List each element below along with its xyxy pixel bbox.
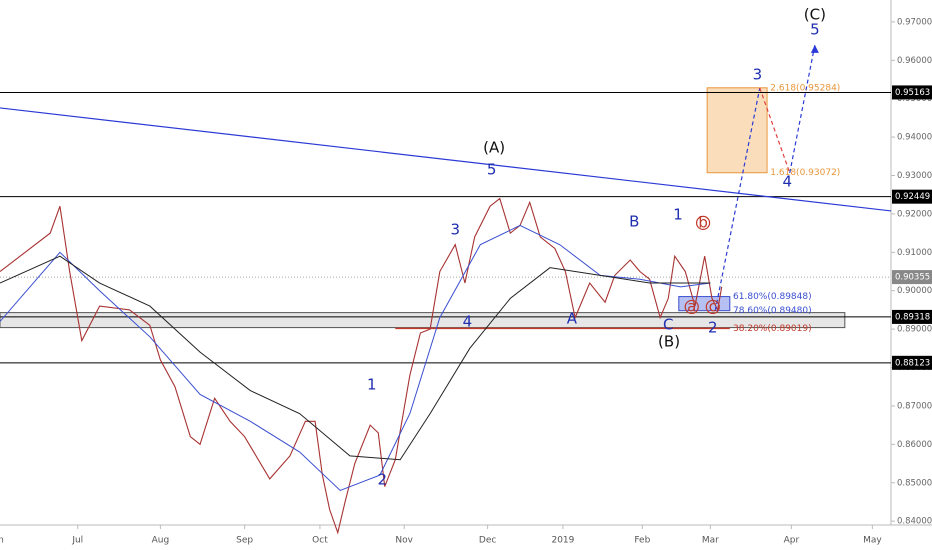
y-tick-label: 0.84000 <box>897 517 932 527</box>
wave-circle <box>705 299 720 315</box>
x-tick-label: Dec <box>479 536 496 546</box>
x-tick-label: Oct <box>312 536 328 546</box>
wave-label: B <box>629 212 639 230</box>
projection-arrow <box>810 44 819 53</box>
wave-label: 3 <box>753 65 763 83</box>
wave-label: 5 <box>810 20 820 38</box>
y-tick-label: 0.96000 <box>897 56 932 66</box>
wave-label: 5 <box>487 160 497 178</box>
target-zone <box>706 87 768 174</box>
x-tick-label: Feb <box>634 536 650 546</box>
fib-label: 1.618(0.93072) <box>770 168 840 178</box>
level-tag-label: 0.95163 <box>895 88 930 98</box>
wave-label: 3 <box>450 220 460 238</box>
projection-segment <box>789 44 816 173</box>
level-tag <box>892 309 932 324</box>
x-tick-label: Sep <box>236 536 253 546</box>
wave-label: 2 <box>708 318 718 336</box>
x-tick-label: Nov <box>395 536 413 546</box>
y-tick-label: 0.91000 <box>897 248 932 258</box>
x-tick-label: Jul <box>71 536 83 546</box>
wave-label: C <box>663 315 673 333</box>
level-tag-label: 0.89318 <box>895 312 930 322</box>
x-tick-label: 2019 <box>551 536 574 546</box>
projection-segment <box>759 87 791 174</box>
fib-label: 38.20%(0.89019) <box>733 324 812 334</box>
wave-label: A <box>567 309 578 327</box>
y-tick-label: 0.97000 <box>897 17 932 27</box>
fib-label: 78.60%(0.89480) <box>733 306 812 316</box>
wave-label: 4 <box>463 312 473 330</box>
wave-label: 2 <box>378 470 388 488</box>
y-tick-label: 0.89000 <box>897 325 932 335</box>
wave-label: a <box>687 297 696 315</box>
y-tick-label: 0.92000 <box>897 209 932 219</box>
y-tick-label: 0.94000 <box>897 133 932 143</box>
wave-label: 4 <box>783 172 793 190</box>
wave-label: (B) <box>658 332 680 350</box>
y-tick-label: 0.93000 <box>897 171 932 181</box>
level-tag <box>892 270 932 285</box>
level-tag <box>892 85 932 100</box>
wave-label: c <box>709 297 717 315</box>
wave-label: b <box>698 213 708 231</box>
support-zone <box>0 312 846 329</box>
wave-circle <box>684 299 699 315</box>
x-tick-label: Apr <box>784 536 800 546</box>
projection-segment <box>714 87 761 311</box>
trendline <box>0 107 892 212</box>
y-tick-label: 0.86000 <box>897 440 932 450</box>
wave-label: (C) <box>804 5 826 23</box>
y-tick-label: 0.90000 <box>897 286 932 296</box>
x-tick-label: May <box>863 536 882 546</box>
level-tag-label: 0.92449 <box>895 192 930 202</box>
x-tick-label: Mar <box>702 536 719 546</box>
x-tick-label: Jun <box>0 536 4 546</box>
price-line <box>0 197 723 535</box>
fib-label: 2.618(0.95284) <box>770 83 840 93</box>
wave-label: (A) <box>483 138 505 156</box>
y-tick-label: 0.85000 <box>897 478 932 488</box>
wave-label: 1 <box>673 205 683 223</box>
wave-circle <box>695 215 711 231</box>
level-tag <box>892 355 932 370</box>
x-tick-label: Aug <box>152 536 170 546</box>
level-tag-label: 0.88123 <box>895 358 930 368</box>
wave-label: 1 <box>367 375 377 393</box>
moving-average <box>0 255 711 461</box>
y-tick-label: 0.87000 <box>897 401 932 411</box>
fib-label: 61.80%(0.89848) <box>733 292 812 302</box>
level-tag <box>892 189 932 204</box>
level-tag-label: 0.90355 <box>895 273 930 283</box>
